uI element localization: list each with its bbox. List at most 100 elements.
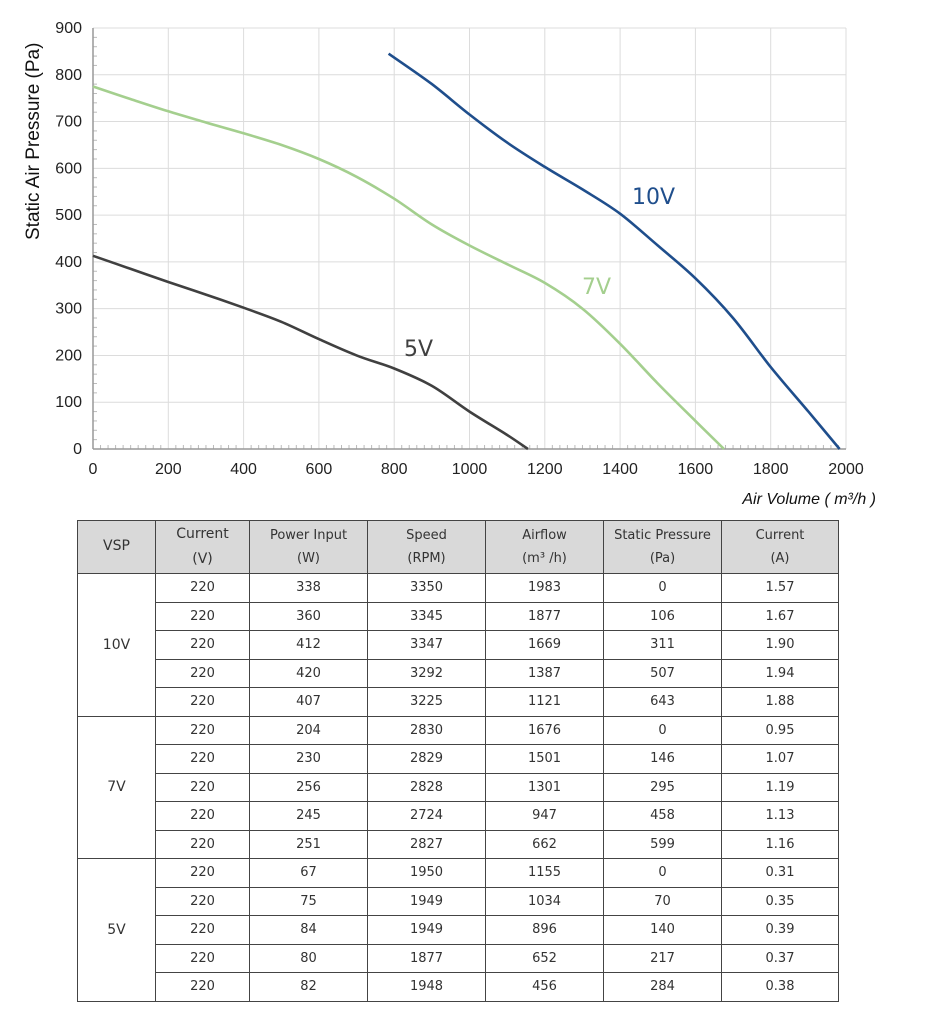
x-tick-label: 0 bbox=[89, 461, 98, 478]
table-cell: 360 bbox=[249, 601, 368, 631]
table-row: 10V 220 338 3350 1983 0 1.57 bbox=[77, 573, 839, 717]
table-row: 220 251 2827 662 599 1.16 bbox=[78, 829, 839, 859]
x-axis-label: Air Volume ( m³/h ) bbox=[741, 491, 876, 508]
table-cell: 0.37 bbox=[721, 943, 839, 973]
table-cell: 458 bbox=[603, 801, 722, 831]
column-header-unit: (Pa) bbox=[649, 551, 676, 566]
column-header-title: Speed bbox=[406, 527, 447, 543]
series-line-7v bbox=[92, 85, 725, 450]
table-cell: 1950 bbox=[367, 858, 486, 888]
table-cell: 220 bbox=[155, 943, 250, 973]
table-row: 220 256 2828 1301 295 1.19 bbox=[78, 772, 839, 802]
table-cell: 1948 bbox=[367, 972, 486, 1002]
table-cell: 220 bbox=[155, 744, 250, 774]
chart-axes bbox=[92, 28, 846, 450]
table-cell: 1.16 bbox=[721, 829, 839, 859]
column-header-unit: (RPM) bbox=[407, 551, 446, 566]
table-cell: 70 bbox=[603, 886, 722, 916]
table-cell: 1121 bbox=[485, 687, 604, 717]
table-cell: 230 bbox=[249, 744, 368, 774]
column-header-unit: (m³ /h) bbox=[522, 551, 567, 566]
table-cell: 456 bbox=[485, 972, 604, 1002]
table-cell: 75 bbox=[249, 886, 368, 916]
table-cell: 1877 bbox=[367, 943, 486, 973]
table-cell: 220 bbox=[155, 886, 250, 916]
vsp-group-cell: 7V bbox=[77, 715, 156, 859]
table-cell: 1034 bbox=[485, 886, 604, 916]
table-row: 220 412 3347 1669 311 1.90 bbox=[78, 630, 839, 660]
table-cell: 220 bbox=[155, 801, 250, 831]
table-cell: 0 bbox=[603, 858, 722, 888]
table-row: 220 80 1877 652 217 0.37 bbox=[78, 943, 839, 973]
table-cell: 1949 bbox=[367, 915, 486, 945]
table-cell: 338 bbox=[249, 573, 368, 603]
table-cell: 311 bbox=[603, 630, 722, 660]
table-cell: 2828 bbox=[367, 772, 486, 802]
table-cell: 1676 bbox=[485, 715, 604, 745]
table-cell: 3225 bbox=[367, 687, 486, 717]
y-tick-label: 500 bbox=[55, 207, 82, 224]
table-cell: 140 bbox=[603, 915, 722, 945]
table-row: 220 230 2829 1501 146 1.07 bbox=[78, 744, 839, 774]
x-tick-label: 1600 bbox=[678, 461, 714, 478]
table-row: 220 84 1949 896 140 0.39 bbox=[78, 915, 839, 945]
table-cell: 220 bbox=[155, 972, 250, 1002]
y-axis-label: Static Air Pressure (Pa) bbox=[23, 43, 44, 240]
table-cell: 220 bbox=[155, 687, 250, 717]
table-row: 220 407 3225 1121 643 1.88 bbox=[78, 687, 839, 717]
table-cell: 1.94 bbox=[721, 658, 839, 688]
y-tick-labels: 0 100 200 300 400 500 600 700 800 900 bbox=[55, 20, 82, 458]
column-header: Current (V) bbox=[155, 520, 250, 574]
table-cell: 1983 bbox=[485, 573, 604, 603]
table-cell: 67 bbox=[249, 858, 368, 888]
table-cell: 1301 bbox=[485, 772, 604, 802]
x-tick-label: 1400 bbox=[602, 461, 638, 478]
table-cell: 80 bbox=[249, 943, 368, 973]
table-cell: 2724 bbox=[367, 801, 486, 831]
table-cell: 407 bbox=[249, 687, 368, 717]
column-header-title: VSP bbox=[103, 538, 130, 555]
x-tick-labels: 0 200 400 600 800 1000 1200 1400 1600 1800 2000 bbox=[89, 461, 864, 478]
table-cell: 1.57 bbox=[721, 573, 839, 603]
table-cell: 1.88 bbox=[721, 687, 839, 717]
column-header-title: Airflow bbox=[522, 527, 567, 543]
table-cell: 1.67 bbox=[721, 601, 839, 631]
table-cell: 662 bbox=[485, 829, 604, 859]
column-header-unit: (A) bbox=[770, 551, 790, 566]
table-cell: 2827 bbox=[367, 829, 486, 859]
column-header: Static Pressure (Pa) bbox=[603, 520, 722, 574]
table-cell: 507 bbox=[603, 658, 722, 688]
chart-grid bbox=[92, 27, 847, 450]
table-cell: 652 bbox=[485, 943, 604, 973]
column-header: Airflow (m³ /h) bbox=[485, 520, 604, 574]
x-tick-label: 1800 bbox=[753, 461, 789, 478]
series-label-5v: 5V bbox=[404, 337, 433, 362]
column-header-title: Power Input bbox=[269, 527, 348, 543]
table-cell: 1877 bbox=[485, 601, 604, 631]
table-cell: 412 bbox=[249, 630, 368, 660]
table-cell: 256 bbox=[249, 772, 368, 802]
y-tick-label: 800 bbox=[55, 67, 82, 84]
table-cell: 0 bbox=[603, 573, 722, 603]
table-cell: 204 bbox=[249, 715, 368, 745]
table-cell: 420 bbox=[249, 658, 368, 688]
table-cell: 1.07 bbox=[721, 744, 839, 774]
series-line-5v bbox=[92, 254, 529, 451]
table-cell: 84 bbox=[249, 915, 368, 945]
x-tick-label: 2000 bbox=[828, 461, 864, 478]
table-cell: 106 bbox=[603, 601, 722, 631]
table-cell: 146 bbox=[603, 744, 722, 774]
x-tick-label: 800 bbox=[381, 461, 408, 478]
table-cell: 1387 bbox=[485, 658, 604, 688]
table-cell: 1501 bbox=[485, 744, 604, 774]
series-labels: 10V 7V 5V bbox=[404, 185, 675, 362]
table-cell: 0.38 bbox=[721, 972, 839, 1002]
y-tick-label: 900 bbox=[55, 20, 82, 37]
table-row: 220 75 1949 1034 70 0.35 bbox=[78, 886, 839, 916]
table-row: 220 82 1948 456 284 0.38 bbox=[78, 972, 839, 1002]
table-cell: 220 bbox=[155, 658, 250, 688]
table-cell: 1949 bbox=[367, 886, 486, 916]
table-cell: 82 bbox=[249, 972, 368, 1002]
table-cell: 295 bbox=[603, 772, 722, 802]
y-tick-label: 200 bbox=[55, 347, 82, 364]
